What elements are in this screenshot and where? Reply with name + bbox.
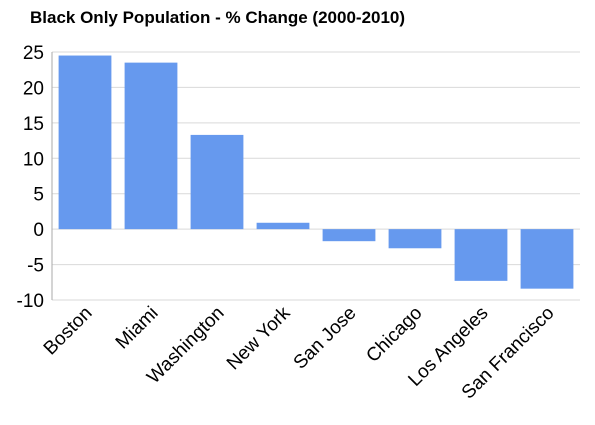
chart-title: Black Only Population - % Change (2000-2… xyxy=(30,8,406,27)
y-tick-label: 25 xyxy=(23,43,44,64)
y-tick-label: 20 xyxy=(23,78,44,99)
bar-miami xyxy=(124,62,178,230)
y-tick-label: -5 xyxy=(27,256,44,277)
y-tick-label: -10 xyxy=(17,291,44,312)
bar-san-francisco xyxy=(520,229,574,289)
x-category-label: Boston xyxy=(40,303,97,360)
x-category-label: Miami xyxy=(112,303,163,354)
y-tick-label: 10 xyxy=(23,149,44,170)
y-tick-label: 0 xyxy=(33,220,44,241)
bar-new-york xyxy=(256,222,310,230)
x-category-label: San Jose xyxy=(290,303,361,374)
bar-boston xyxy=(58,55,112,230)
x-category-label: New York xyxy=(223,302,295,374)
bar-san-jose xyxy=(322,229,376,242)
bar-chicago xyxy=(388,229,442,249)
bar-washington xyxy=(190,134,244,230)
x-category-label: Chicago xyxy=(362,303,426,367)
y-tick-label: 5 xyxy=(33,185,44,206)
bar-los-angeles xyxy=(454,229,508,281)
y-tick-label: 15 xyxy=(23,114,44,135)
